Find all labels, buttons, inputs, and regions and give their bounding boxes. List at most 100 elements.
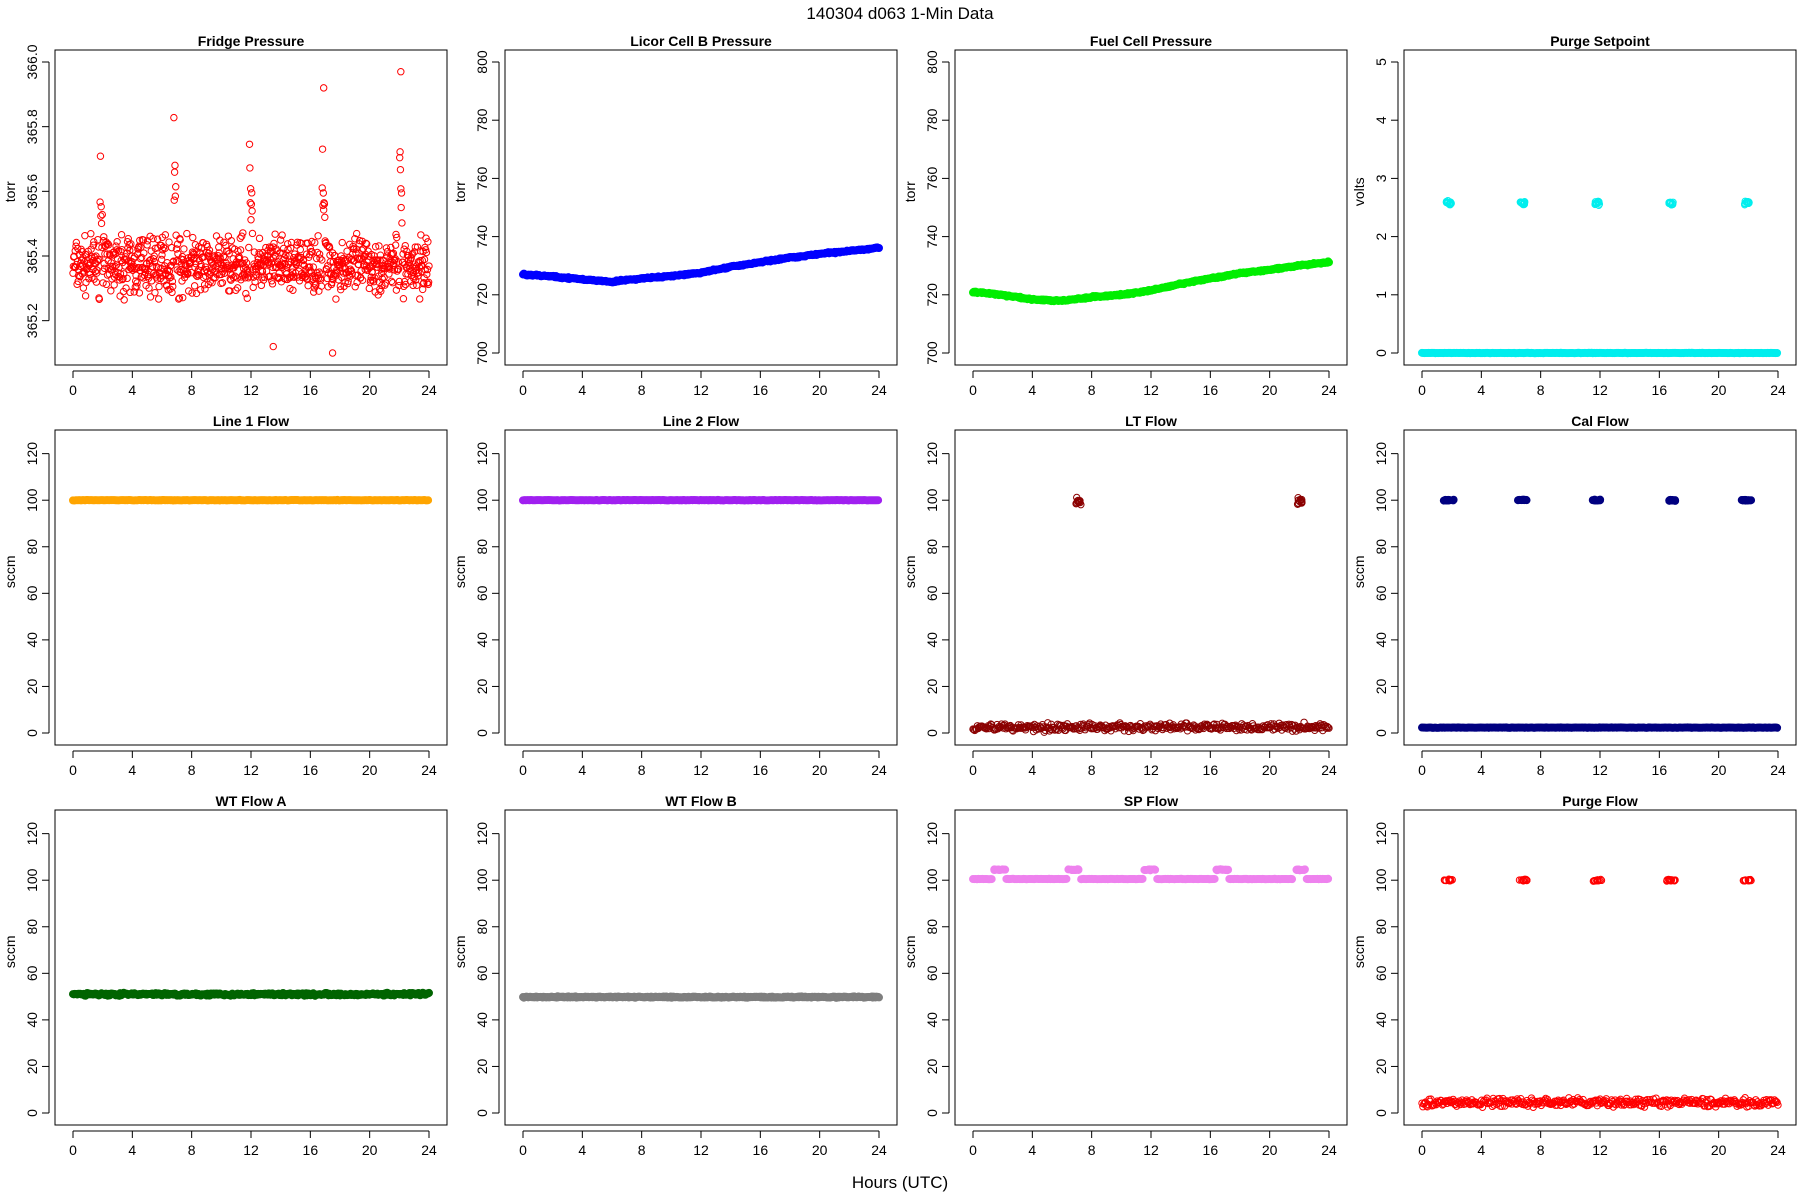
y-tick-label: 80 [924, 539, 940, 555]
panel-title: Fridge Pressure [198, 33, 305, 49]
data-point [425, 262, 433, 270]
y-tick-label: 100 [1373, 868, 1389, 892]
data-point [225, 249, 233, 258]
data-point [1292, 865, 1301, 874]
data-point [289, 286, 297, 294]
data-point [1449, 495, 1458, 504]
data-point [391, 241, 400, 249]
x-tick-label: 8 [1088, 1142, 1096, 1158]
data-point [88, 273, 96, 282]
y-tick-label: 1 [1373, 291, 1389, 299]
data-points [1418, 196, 1782, 358]
data-point [135, 289, 144, 297]
data-point [149, 234, 157, 243]
data-point [82, 251, 91, 259]
data-point [413, 281, 421, 289]
data-point [97, 219, 106, 228]
x-tick-label: 24 [1321, 1142, 1337, 1158]
data-point [215, 243, 223, 251]
data-point [87, 245, 95, 253]
data-point [149, 262, 157, 271]
x-tick-label: 24 [421, 1142, 437, 1158]
data-point [168, 277, 177, 286]
y-tick-label: 120 [24, 822, 40, 846]
x-axis: 0 4 8 12 16 20 24 [519, 1130, 887, 1158]
data-point [109, 251, 118, 259]
data-point [102, 280, 111, 289]
plot-frame [1403, 809, 1797, 1126]
y-tick-label: 20 [24, 678, 40, 694]
data-point [370, 277, 378, 286]
data-point [155, 282, 163, 291]
data-point [423, 265, 432, 274]
data-point [991, 865, 1000, 874]
y-axis-label: sccm [2, 555, 18, 588]
data-point [70, 252, 78, 261]
data-point [119, 274, 127, 283]
data-point [394, 265, 403, 273]
data-point [338, 273, 346, 282]
data-point [211, 267, 220, 275]
data-point [400, 282, 408, 291]
data-point [282, 251, 290, 260]
data-point [144, 270, 152, 279]
data-point [322, 265, 331, 274]
x-tick-label: 20 [812, 762, 828, 778]
x-tick-label: 8 [1537, 762, 1545, 778]
y-tick-label: 80 [924, 919, 940, 935]
data-point [113, 255, 122, 263]
data-point [116, 292, 124, 300]
data-point [145, 284, 153, 292]
data-point [351, 283, 359, 291]
data-point [365, 284, 373, 293]
data-point [275, 269, 283, 278]
data-point [307, 268, 316, 276]
x-tick-label: 12 [243, 1142, 259, 1158]
x-tick-label: 16 [753, 1142, 769, 1158]
data-point [382, 244, 391, 252]
data-point [296, 245, 305, 254]
data-point [271, 230, 279, 238]
y-tick-label: 60 [24, 965, 40, 981]
y-tick-label: 60 [24, 585, 40, 601]
x-tick-label: 8 [1088, 762, 1096, 778]
data-point [317, 270, 325, 278]
data-point [422, 234, 430, 242]
data-point [276, 249, 284, 257]
data-point [352, 249, 360, 257]
data-point [1588, 496, 1597, 505]
x-tick-label: 4 [1477, 762, 1485, 778]
x-tick-label: 4 [578, 1142, 586, 1158]
x-tick-label: 8 [1537, 382, 1545, 398]
y-tick-label: 120 [924, 822, 940, 846]
data-point [136, 254, 145, 263]
data-point [338, 238, 346, 247]
plot-frame [954, 429, 1348, 746]
data-point [422, 248, 431, 257]
data-point [397, 185, 405, 193]
data-point [308, 248, 316, 256]
data-point [300, 261, 309, 270]
data-point [411, 243, 419, 251]
x-tick-label: 16 [1652, 382, 1668, 398]
y-tick-label: 80 [1373, 919, 1389, 935]
y-tick-label: 20 [24, 1058, 40, 1074]
y-tick-label: 120 [1373, 442, 1389, 466]
y-tick-label: 40 [924, 632, 940, 648]
data-point [375, 285, 384, 294]
data-point [252, 270, 260, 279]
panel-title: WT Flow B [665, 793, 737, 809]
data-point [243, 294, 251, 302]
data-point [1665, 496, 1674, 505]
data-point [141, 264, 149, 273]
data-point [396, 153, 404, 162]
data-point [397, 189, 406, 197]
data-point [101, 242, 110, 250]
data-point [396, 148, 404, 156]
data-point [269, 263, 277, 272]
data-point [368, 276, 377, 284]
data-point [352, 229, 361, 238]
